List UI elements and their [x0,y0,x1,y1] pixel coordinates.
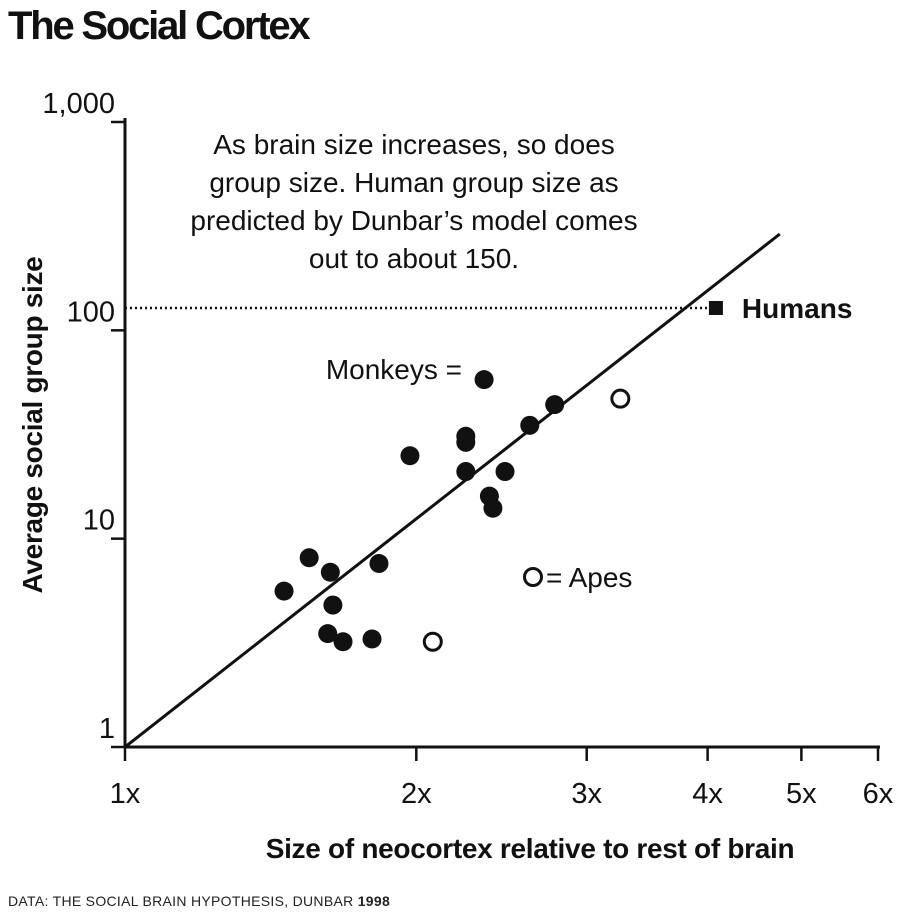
axes: 1 10 100 1,000 1x 2x 3x 4x 5x 6x Size of neocortex… [17,88,894,864]
chart-title: The Social Cortex [8,4,311,48]
x-tick-label: 4x [692,778,723,810]
annotation-line: As brain size increases, so does [213,129,615,160]
x-tick-label: 5x [786,778,817,810]
regression-line [124,232,781,749]
legend: Monkeys = = Apes [326,354,633,593]
monkey-point [274,581,294,601]
monkey-point [483,498,503,518]
monkey-point [323,595,343,615]
x-tick-label: 1x [110,778,141,810]
humans-label: Humans [742,293,852,324]
y-axis-title: Average social group size [17,257,48,594]
chart-annotation: As brain size increases, so does group si… [190,129,637,274]
monkey-point [474,370,494,390]
regression-line-group [124,232,781,749]
annotation-line: group size. Human group size as [209,167,618,198]
y-tick-label: 1 [99,713,115,745]
data-source-note: DATA: THE SOCIAL BRAIN HYPOTHESIS, DUNBA… [8,893,390,909]
human-reference-line: Humans [125,293,852,324]
legend-monkeys-label: Monkeys = [326,354,462,385]
y-tick-label: 10 [83,505,115,537]
ape-point [610,388,631,409]
x-tick-label: 2x [401,778,432,810]
y-tick-label: 100 [67,296,115,328]
annotation-line: predicted by Dunbar’s model comes [190,205,637,236]
monkey-point [456,462,476,482]
monkey-point [520,415,540,435]
x-tick-label: 3x [571,778,602,810]
monkey-point [369,553,389,573]
source-year: 1998 [357,893,391,909]
data-points [274,370,631,652]
x-tick-label: 6x [863,778,894,810]
humans-marker [708,300,723,315]
monkey-point [299,548,319,568]
y-tick-label: 1,000 [42,88,115,120]
scatter-chart: As brain size increases, so does group si… [17,88,894,864]
monkey-point [320,562,340,582]
monkey-point [456,432,476,452]
monkey-point [333,632,353,652]
source-text: DATA: THE SOCIAL BRAIN HYPOTHESIS, DUNBA… [8,893,358,909]
legend-apes-marker [523,567,543,587]
monkey-point [495,462,515,482]
annotation-line: out to about 150. [309,243,519,274]
ape-point [422,631,443,652]
monkey-point [400,446,420,466]
monkey-point [545,395,565,415]
x-axis-title: Size of neocortex relative to rest of br… [266,833,795,864]
monkey-point [318,624,338,644]
legend-apes-label: = Apes [546,562,632,593]
monkey-point [362,629,382,649]
